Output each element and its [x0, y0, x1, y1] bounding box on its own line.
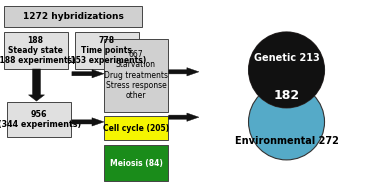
FancyBboxPatch shape: [4, 32, 68, 69]
Text: Meiosis (84): Meiosis (84): [110, 159, 162, 167]
Text: Cell cycle (205): Cell cycle (205): [103, 124, 169, 132]
Ellipse shape: [249, 32, 324, 108]
Ellipse shape: [249, 32, 324, 108]
Text: 1272 hybridizations: 1272 hybridizations: [23, 12, 123, 21]
Polygon shape: [72, 70, 104, 78]
Text: Genetic 213: Genetic 213: [254, 53, 319, 63]
Text: 667
Starvation
Drug treatments
Stress response
other: 667 Starvation Drug treatments Stress re…: [104, 50, 168, 100]
Polygon shape: [72, 118, 104, 126]
FancyBboxPatch shape: [104, 116, 168, 140]
FancyBboxPatch shape: [75, 32, 139, 69]
Polygon shape: [169, 68, 199, 76]
Text: 188
Steady state
(188 experiments): 188 Steady state (188 experiments): [0, 36, 76, 65]
FancyBboxPatch shape: [104, 145, 168, 181]
FancyBboxPatch shape: [104, 39, 168, 112]
Text: 956
(344 experiments): 956 (344 experiments): [0, 110, 81, 129]
Text: 778
Time points
(153 experiments): 778 Time points (153 experiments): [67, 36, 146, 65]
Polygon shape: [169, 113, 199, 121]
FancyBboxPatch shape: [4, 6, 142, 27]
Polygon shape: [28, 69, 45, 101]
Text: 182: 182: [273, 89, 300, 102]
FancyBboxPatch shape: [7, 102, 71, 137]
Text: Environmental 272: Environmental 272: [235, 136, 338, 146]
Ellipse shape: [249, 84, 324, 160]
